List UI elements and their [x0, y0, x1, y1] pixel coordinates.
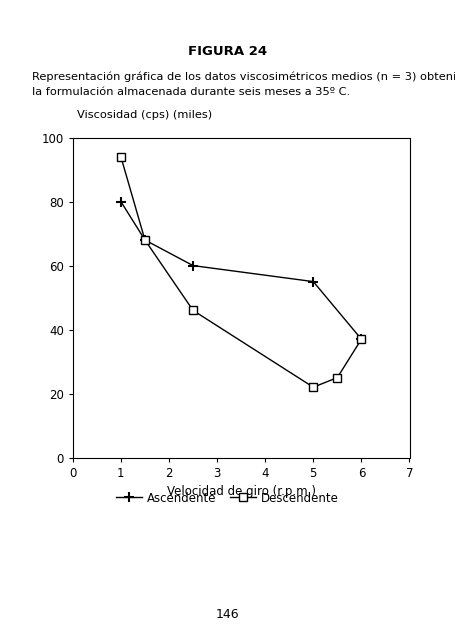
Text: Viscosidad (cps) (miles): Viscosidad (cps) (miles): [77, 109, 212, 120]
Text: 146: 146: [216, 608, 239, 621]
Text: FIGURA 24: FIGURA 24: [188, 45, 267, 58]
X-axis label: Velocidad de giro (r.p.m.): Velocidad de giro (r.p.m.): [167, 485, 316, 498]
Legend: Ascendente, Descendente: Ascendente, Descendente: [111, 487, 344, 509]
Text: Representación gráfica de los datos viscosimétricos medios (n = 3) obtenidos en: Representación gráfica de los datos visc…: [32, 72, 455, 82]
Text: la formulación almacenada durante seis meses a 35º C.: la formulación almacenada durante seis m…: [32, 87, 350, 97]
